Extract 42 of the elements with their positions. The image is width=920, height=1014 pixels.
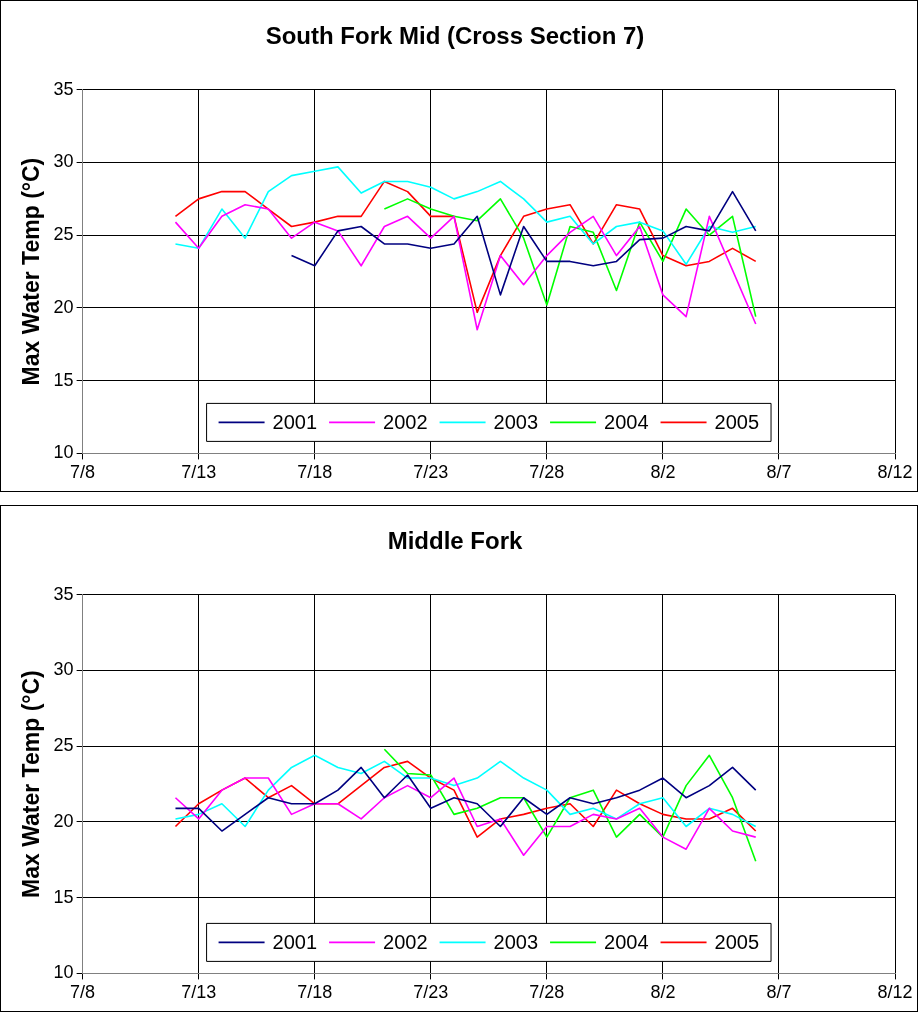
legend-label: 2001 — [272, 410, 318, 433]
x-tick-label: 8/2 — [650, 462, 676, 483]
x-tick-label: 7/8 — [70, 462, 96, 483]
chart-title: South Fork Mid (Cross Section 7) — [265, 22, 645, 50]
legend-label: 2003 — [493, 930, 539, 953]
x-tick-label: 7/23 — [413, 462, 449, 483]
x-tick-label: 7/18 — [297, 982, 333, 1003]
x-tick-label: 8/12 — [877, 982, 913, 1003]
x-tick-label: 7/18 — [297, 462, 333, 483]
y-tick-label: 25 — [53, 224, 74, 245]
y-tick-label: 15 — [53, 369, 74, 390]
legend-label: 2001 — [272, 930, 318, 953]
x-tick-label: 7/23 — [413, 982, 449, 1003]
y-tick-label: 35 — [53, 78, 74, 99]
y-tick-label: 20 — [53, 296, 74, 317]
x-tick-label: 8/2 — [650, 982, 676, 1003]
legend-label: 2004 — [604, 930, 649, 953]
y-axis-title: Max Water Temp (°C) — [18, 157, 45, 386]
y-tick-label: 10 — [53, 962, 74, 983]
legend-label: 2005 — [714, 930, 760, 953]
x-tick-label: 7/28 — [529, 982, 565, 1003]
y-tick-label: 20 — [53, 810, 74, 831]
x-tick-label: 8/7 — [766, 982, 792, 1003]
x-tick-label: 7/13 — [181, 462, 217, 483]
x-tick-label: 7/8 — [70, 982, 96, 1003]
legend-label: 2002 — [383, 410, 428, 433]
chart-title: Middle Fork — [387, 527, 523, 555]
y-tick-label: 30 — [53, 659, 74, 680]
y-tick-label: 30 — [53, 151, 74, 172]
y-tick-label: 35 — [53, 583, 74, 604]
legend-label: 2002 — [383, 930, 428, 953]
y-tick-label: 10 — [53, 442, 74, 463]
legend-label: 2005 — [714, 410, 760, 433]
y-tick-label: 15 — [53, 886, 74, 907]
x-tick-label: 7/13 — [181, 982, 217, 1003]
x-tick-label: 8/7 — [766, 462, 792, 483]
x-tick-label: 8/12 — [877, 462, 913, 483]
y-tick-label: 25 — [53, 735, 74, 756]
legend-label: 2004 — [604, 410, 649, 433]
x-tick-label: 7/28 — [529, 462, 565, 483]
y-axis-title: Max Water Temp (°C) — [18, 670, 45, 898]
legend-label: 2003 — [493, 410, 539, 433]
